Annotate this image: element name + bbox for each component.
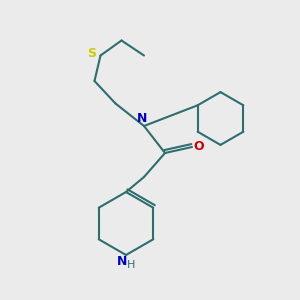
Text: N: N [136,112,147,125]
Text: H: H [127,260,136,270]
Text: S: S [88,46,97,60]
Text: N: N [117,255,128,268]
Text: O: O [193,140,204,154]
